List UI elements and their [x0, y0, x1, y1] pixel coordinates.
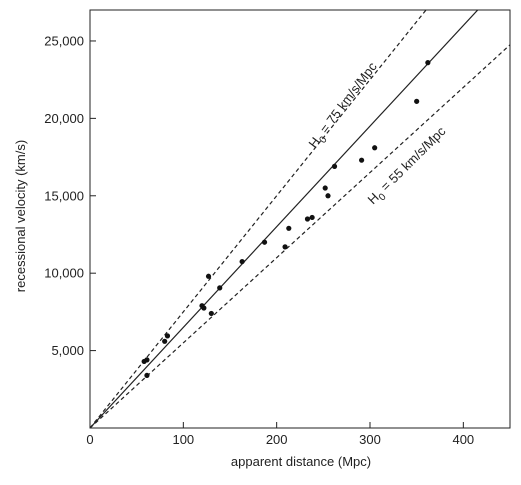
data-point	[144, 357, 150, 363]
data-point	[217, 285, 223, 291]
best-fit-line	[90, 10, 479, 428]
data-points-layer	[141, 60, 431, 378]
y-tick-label: 20,000	[44, 111, 84, 126]
plot-frame	[89, 9, 511, 429]
data-point	[164, 333, 171, 339]
data-point	[372, 145, 378, 151]
data-point	[282, 244, 288, 250]
data-point	[322, 185, 328, 191]
dashed-line-h0-55	[90, 44, 510, 428]
data-point	[304, 216, 311, 222]
data-point	[309, 214, 315, 221]
dashed-line-h0-75	[90, 10, 427, 428]
y-tick-label: 15,000	[44, 188, 84, 203]
data-point	[201, 305, 207, 311]
fit-lines-layer	[90, 10, 510, 428]
x-tick-label: 100	[172, 432, 194, 447]
data-point	[414, 98, 420, 104]
y-tick-label: 25,000	[44, 33, 84, 48]
data-point	[325, 193, 331, 199]
axis-ticks-layer: 0 100 200 300 400 5,000 10,000 15,000 20,000 25,0…	[44, 33, 474, 447]
data-point	[286, 225, 292, 231]
data-point	[162, 338, 168, 344]
data-point	[239, 258, 245, 265]
annotation-h0-55: H0 = 55 km/s/Mpc	[365, 123, 452, 210]
annotation-h0-75: H0 = 75 km/s/Mpc	[305, 59, 383, 153]
y-tick-label: 5,000	[51, 343, 84, 358]
data-point	[208, 310, 214, 317]
x-tick-label: 400	[452, 432, 474, 447]
y-axis-label: recessional velocity (km/s)	[13, 140, 28, 292]
data-point	[359, 157, 365, 163]
annotation-h0-75-rest: = 75 km/s/Mpc	[314, 59, 380, 139]
data-point	[205, 273, 212, 279]
x-axis-label: apparent distance (Mpc)	[231, 454, 371, 469]
x-tick-label: 300	[359, 432, 381, 447]
x-tick-label: 0	[86, 432, 93, 447]
data-point	[331, 163, 338, 169]
annotation-h0-75-sub: 0	[317, 134, 329, 145]
data-point	[144, 372, 150, 378]
data-point	[425, 60, 431, 66]
x-tick-label: 200	[266, 432, 288, 447]
y-tick-label: 10,000	[44, 266, 84, 281]
data-point	[261, 239, 268, 245]
